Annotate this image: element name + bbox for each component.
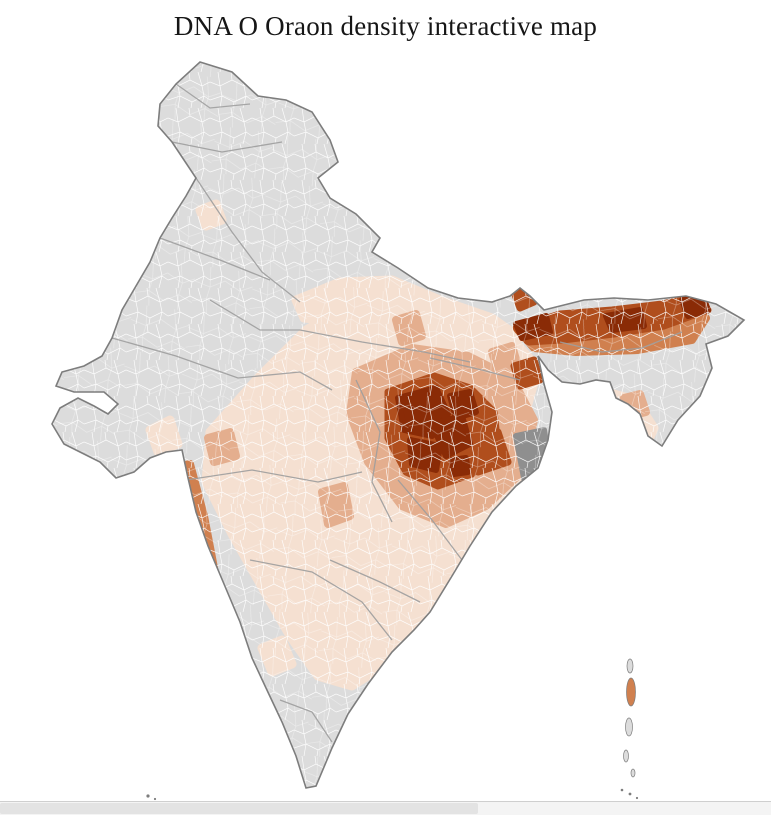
page-title: DNA O Oraon density interactive map — [173, 11, 598, 41]
state-border-line — [329, 559, 421, 603]
district-borders-overlay-2 — [52, 62, 744, 788]
island-little-andaman[interactable] — [623, 749, 629, 763]
state-border-line — [397, 479, 463, 561]
island-andaman-middle[interactable] — [626, 677, 636, 707]
state-border-line — [185, 469, 363, 483]
island-dot-west — [146, 794, 150, 798]
island-andaman-north[interactable] — [626, 658, 634, 674]
island-dot-south-3 — [635, 796, 639, 800]
state-border-line — [355, 379, 393, 523]
state-border-line — [171, 141, 283, 153]
island-dot-west-2 — [153, 797, 157, 801]
island-dot-south-2 — [628, 792, 632, 796]
island-nicobar[interactable] — [630, 768, 636, 778]
island-dot-south — [620, 788, 624, 792]
horizontal-scrollbar-track[interactable] — [0, 801, 771, 815]
state-border-line — [279, 699, 333, 743]
india-outline — [51, 61, 746, 789]
state-border-line — [175, 83, 251, 109]
state-border-line — [429, 357, 521, 381]
state-border-line — [559, 331, 683, 353]
state-border-line — [111, 337, 333, 391]
state-border-line — [249, 559, 393, 641]
state-border-line — [159, 237, 271, 281]
state-border-line — [299, 329, 471, 363]
state-border-line — [195, 177, 301, 303]
island-andaman-south[interactable] — [625, 717, 633, 737]
island-group — [146, 658, 639, 801]
horizontal-scrollbar-thumb[interactable] — [0, 803, 478, 814]
state-border-line — [209, 299, 300, 331]
